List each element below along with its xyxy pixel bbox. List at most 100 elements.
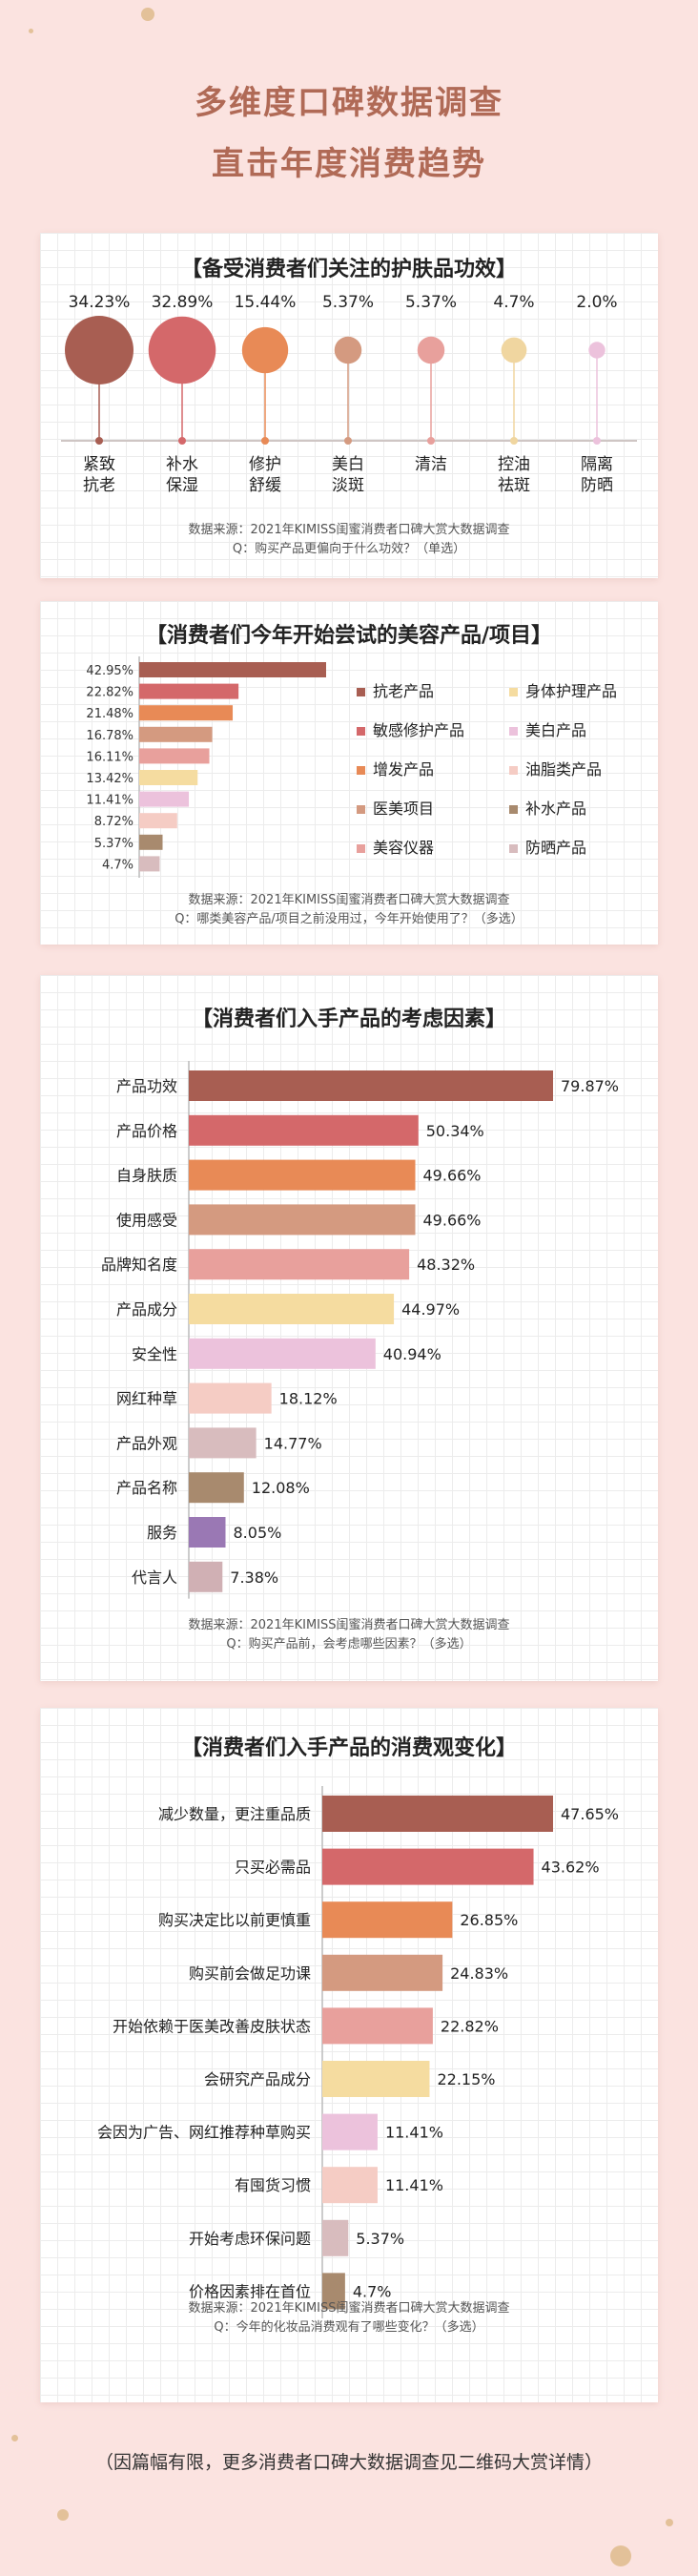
value-label: 5.37% — [94, 837, 133, 851]
bar — [189, 1472, 244, 1504]
value-label: 42.95% — [86, 664, 133, 678]
value-label: 12.08% — [252, 1479, 310, 1497]
value-label: 8.72% — [94, 815, 133, 829]
bar — [322, 1954, 443, 1991]
category-label: 紧致 — [83, 455, 115, 474]
category-label: 品牌知名度 — [101, 1256, 177, 1274]
page-title-line-1: 多维度口碑数据调查 — [195, 84, 503, 122]
card-skincare-efficacy: 【备受消费者们关注的护肤品功效】 34.23% 紧致 抗老 32.89% 补水 保湿 15.… — [40, 233, 658, 578]
legend-swatch — [509, 727, 518, 736]
bar — [322, 2007, 433, 2045]
value-label: 49.66% — [423, 1211, 482, 1229]
decor-dot — [11, 2435, 18, 2441]
value-label: 34.23% — [69, 293, 131, 312]
category-label: 购买前会做足功课 — [189, 1964, 311, 1983]
bar — [322, 1901, 453, 1939]
bar — [322, 2219, 349, 2256]
value-label: 49.66% — [423, 1167, 482, 1185]
category-label: 祛斑 — [498, 476, 530, 495]
value-label: 8.05% — [234, 1524, 282, 1542]
footer-note: （因篇幅有限，更多消费者口碑大数据调查见二维码大赏详情） — [94, 2452, 603, 2473]
bar — [322, 2113, 378, 2150]
category-label: 补水 — [166, 455, 198, 474]
axis-dot — [427, 437, 435, 445]
category-label: 产品外观 — [116, 1434, 177, 1452]
category-label: 产品功效 — [116, 1077, 177, 1095]
bar — [189, 1427, 257, 1459]
question-note: Q：购买产品前，会考虑哪些因素？（多选） — [226, 1637, 472, 1652]
bubble — [501, 337, 527, 364]
value-label: 11.41% — [86, 794, 133, 808]
axis-dot — [178, 437, 186, 445]
question-note: Q：今年的化妆品消费观有了哪些变化？（多选） — [214, 2320, 484, 2335]
bar — [189, 1204, 416, 1236]
bubble — [417, 336, 445, 364]
value-label: 11.41% — [385, 2124, 443, 2142]
category-label: 价格因素排在首位 — [189, 2282, 311, 2300]
legend-label: 油脂类产品 — [525, 760, 602, 779]
category-label: 保湿 — [166, 476, 198, 495]
value-label: 4.7% — [493, 293, 534, 312]
axis-dot — [261, 437, 269, 445]
card-title: 【消费者们入手产品的考虑因素】 — [191, 1008, 506, 1031]
category-label: 产品名称 — [116, 1479, 177, 1497]
bar-chart: 42.95% 22.82% 21.48% 16.78% 16.11% 13.42% 11.4… — [86, 656, 617, 878]
page-title-line-2: 直击年度消费趋势 — [212, 145, 486, 183]
value-label: 26.85% — [460, 1911, 518, 1929]
category-label: 服务 — [147, 1524, 177, 1542]
legend-swatch — [357, 727, 365, 736]
bubble — [241, 326, 289, 374]
value-label: 48.32% — [417, 1256, 475, 1274]
category-label: 使用感受 — [116, 1211, 177, 1229]
bar — [139, 813, 177, 829]
value-label: 16.11% — [86, 750, 133, 764]
category-label: 有囤货习惯 — [235, 2176, 311, 2194]
source-note: 数据来源：2021年KIMISS闺蜜消费者口碑大赏大数据调查 — [188, 523, 510, 537]
value-label: 13.42% — [86, 772, 133, 786]
category-label: 会研究产品成分 — [204, 2070, 311, 2088]
legend-swatch — [509, 805, 518, 814]
legend-label: 身体护理产品 — [525, 682, 617, 700]
category-label: 安全性 — [132, 1345, 177, 1363]
category-label: 控油 — [498, 455, 530, 474]
value-label: 4.7% — [353, 2282, 392, 2300]
value-label: 22.82% — [441, 2017, 499, 2035]
category-label: 网红种草 — [116, 1390, 177, 1408]
source-note: 数据来源：2021年KIMISS闺蜜消费者口碑大赏大数据调查 — [188, 893, 510, 907]
category-label: 美白 — [332, 455, 364, 474]
axis-dot — [510, 437, 518, 445]
value-label: 79.87% — [561, 1077, 619, 1095]
value-label: 43.62% — [542, 1859, 600, 1877]
legend-label: 美白产品 — [525, 721, 586, 739]
bar — [189, 1294, 395, 1324]
legend-swatch — [509, 688, 518, 696]
value-label: 14.77% — [264, 1434, 322, 1452]
legend-label: 防晒产品 — [525, 839, 586, 857]
bar — [189, 1159, 416, 1191]
card-consumption-view-change: 【消费者们入手产品的消费观变化】 减少数量，更注重品质 47.65% 只买必需品 43… — [40, 1708, 658, 2402]
category-label: 清洁 — [415, 455, 447, 474]
legend-label: 补水产品 — [525, 800, 586, 818]
category-label: 防晒 — [581, 476, 613, 495]
question-note: Q：哪类美容产品/项目之前没用过，今年开始使用了？（多选） — [174, 912, 524, 926]
category-label: 开始考虑环保问题 — [189, 2230, 311, 2248]
category-label: 抗老 — [83, 476, 115, 495]
category-label: 隔离 — [581, 455, 613, 474]
legend-swatch — [357, 766, 365, 775]
axis-dot — [95, 437, 103, 445]
bar — [189, 1070, 553, 1101]
value-label: 44.97% — [401, 1300, 460, 1319]
bar — [139, 683, 239, 699]
value-label: 5.37% — [356, 2230, 404, 2248]
legend-label: 抗老产品 — [373, 682, 434, 700]
category-label: 只买必需品 — [235, 1859, 311, 1877]
category-label: 代言人 — [132, 1568, 177, 1587]
value-label: 2.0% — [576, 293, 617, 312]
legend-label: 增发产品 — [373, 760, 434, 779]
bar — [139, 662, 326, 677]
value-label: 4.7% — [102, 858, 133, 872]
value-label: 22.82% — [86, 686, 133, 700]
bar — [189, 1114, 419, 1146]
bubble — [148, 316, 216, 384]
